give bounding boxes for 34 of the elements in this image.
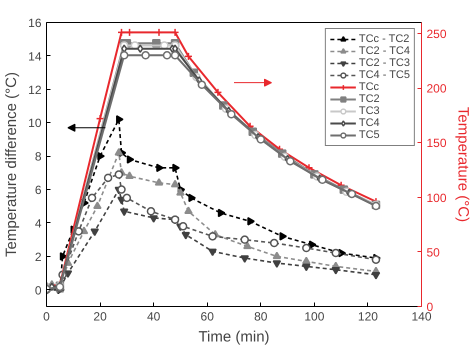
x-tick-label: 20 — [93, 310, 108, 324]
y-tick-label: 16 — [28, 16, 42, 30]
y2-axis-title: Temperature (°C) — [454, 106, 472, 222]
x-tick-label: 60 — [200, 310, 214, 324]
legend-label: TC3 — [358, 105, 380, 117]
y-tick-label: 2 — [34, 250, 42, 264]
legend-label: TC2 — [358, 93, 380, 105]
y-tick-label: 12 — [28, 82, 42, 97]
x-tick-label: 40 — [146, 310, 161, 324]
legend-label: TC5 — [358, 129, 380, 141]
y-tick-label: 8 — [34, 150, 42, 164]
y-tick-label: 6 — [34, 183, 42, 198]
legend-label: TCc — [358, 81, 380, 93]
legend-label: TC2 - TC3 — [358, 57, 410, 69]
legend-label: TC2 - TC4 — [358, 45, 410, 57]
x-tick-label: 140 — [411, 310, 432, 324]
y-tick-label: 10 — [28, 116, 42, 130]
x-tick-label: 80 — [254, 310, 268, 324]
y-tick-label: 4 — [34, 216, 42, 230]
x-axis-title: Time (min) — [198, 328, 270, 346]
y-tick-label: 14 — [28, 49, 42, 64]
legend-label: TC4 — [358, 117, 380, 129]
y2-tick-label: 100 — [426, 190, 447, 205]
y-tick-label: 0 — [34, 283, 42, 298]
x-tick-label: 0 — [43, 310, 50, 324]
y2-tick-label: 250 — [426, 26, 447, 41]
y-axis-title: Temperature difference (°C) — [3, 72, 20, 257]
x-tick-label: 100 — [304, 310, 325, 324]
legend-label: TCc - TC2 — [358, 33, 410, 45]
legend-label: TC4 - TC5 — [358, 69, 410, 81]
x-tick-label: 120 — [358, 310, 378, 324]
y2-tick-label: 50 — [426, 245, 440, 260]
y2-tick-label: 150 — [426, 136, 447, 150]
y2-tick-label: 200 — [426, 82, 447, 96]
